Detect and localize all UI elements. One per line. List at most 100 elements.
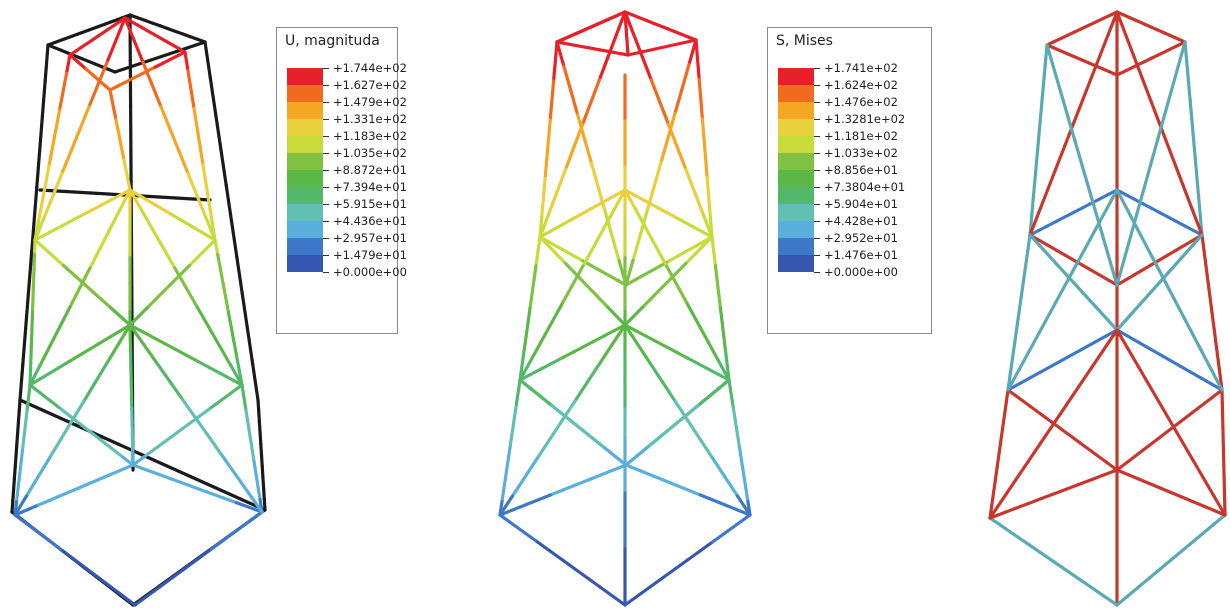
truss-member	[564, 249, 577, 258]
truss-member	[1028, 370, 1043, 380]
truss-member	[240, 291, 249, 330]
truss-member	[61, 263, 75, 276]
truss-member	[40, 182, 48, 205]
truss-member	[696, 395, 711, 408]
truss-member	[72, 190, 93, 195]
truss-member	[585, 361, 602, 384]
truss-member	[59, 418, 75, 441]
truss-member	[1054, 215, 1067, 224]
truss-member	[539, 395, 554, 408]
truss-member	[28, 354, 33, 373]
legend-value-label: +8.872e+01	[333, 163, 407, 177]
legend-tick	[814, 119, 820, 120]
truss-member	[686, 488, 703, 497]
truss-member	[89, 191, 110, 196]
truss-member	[192, 106, 199, 129]
truss-member	[175, 423, 190, 435]
legend-tick	[814, 153, 820, 154]
truss-member	[198, 144, 205, 167]
truss-member	[563, 145, 576, 172]
truss-member	[16, 474, 22, 491]
truss-member	[1166, 144, 1179, 170]
truss-member	[24, 475, 40, 498]
truss-member	[1071, 248, 1086, 272]
truss-member	[995, 452, 1001, 469]
truss-member	[51, 171, 64, 198]
truss-member	[698, 493, 715, 502]
truss-member	[48, 324, 62, 348]
truss-member	[1206, 279, 1212, 299]
truss-member	[99, 297, 113, 310]
truss-member	[25, 522, 41, 535]
truss-member	[16, 409, 21, 424]
truss-member	[1089, 268, 1102, 277]
truss-member	[216, 252, 222, 271]
truss-member	[597, 297, 610, 309]
truss-member	[162, 280, 175, 293]
legend-color-swatch	[287, 238, 323, 255]
legend-color-swatch	[287, 68, 323, 85]
truss-member	[88, 246, 102, 270]
legend-color-swatch	[287, 153, 323, 170]
truss-member	[632, 273, 645, 282]
truss-member	[201, 163, 208, 186]
truss-member	[247, 491, 264, 514]
truss-member	[1077, 478, 1094, 486]
truss-member	[61, 71, 69, 94]
truss-member	[90, 431, 104, 443]
legend-value-label: +1.744e+02	[333, 61, 407, 75]
truss-member	[1054, 248, 1067, 257]
truss-member	[162, 246, 177, 270]
truss-member	[546, 240, 559, 249]
truss-member	[196, 246, 209, 259]
truss-member	[576, 113, 587, 141]
truss-member	[555, 253, 568, 265]
truss-member	[1080, 77, 1093, 103]
truss-member	[1026, 497, 1043, 506]
truss-member	[713, 264, 719, 282]
truss-member	[1166, 215, 1179, 224]
truss-member	[1104, 460, 1119, 472]
truss-member	[203, 40, 212, 80]
truss-member	[535, 540, 552, 553]
legend-tick	[814, 187, 820, 188]
truss-member	[644, 437, 659, 450]
truss-member	[179, 218, 192, 227]
truss-member	[623, 594, 640, 607]
truss-member	[50, 127, 58, 150]
truss-member	[539, 321, 554, 344]
truss-member	[184, 353, 199, 363]
legend-color-swatch	[778, 170, 814, 187]
legend-tick	[323, 136, 329, 137]
truss-member	[17, 398, 22, 413]
truss-member	[206, 365, 222, 375]
truss-member	[1031, 176, 1037, 199]
truss-member	[168, 127, 181, 153]
truss-member	[168, 379, 185, 402]
truss-member	[58, 305, 72, 329]
truss-member	[543, 157, 549, 181]
truss-member	[186, 171, 199, 198]
truss-member	[123, 16, 136, 42]
truss-member	[1001, 525, 1018, 538]
truss-member	[1183, 238, 1196, 247]
truss-member	[18, 398, 47, 413]
truss-member	[1093, 334, 1108, 344]
truss-member	[23, 409, 29, 426]
truss-member	[548, 549, 565, 562]
truss-member	[173, 347, 188, 357]
legend-value-label: +0.000e+00	[824, 265, 898, 279]
truss-member	[641, 269, 654, 277]
truss-member	[707, 196, 713, 219]
truss-member	[1035, 138, 1041, 161]
truss-member	[607, 273, 620, 282]
truss-member	[612, 188, 627, 211]
legend-color-swatch	[287, 136, 323, 153]
truss-member	[1126, 585, 1141, 598]
truss-member	[195, 194, 208, 220]
truss-member	[1149, 280, 1162, 294]
truss-member	[535, 437, 552, 460]
truss-member	[153, 289, 166, 302]
truss-member	[1037, 188, 1050, 215]
truss-member	[234, 473, 251, 495]
